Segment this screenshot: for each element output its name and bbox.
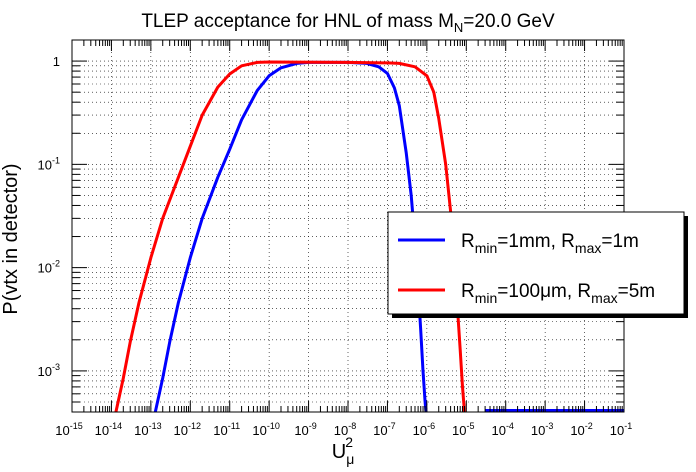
legend-text: R [461, 231, 475, 252]
legend-text: =1m [601, 231, 639, 252]
legend-label-1: Rmin=1mm, Rmax=1m [461, 231, 639, 256]
x-tick-base: 10 [294, 423, 308, 438]
legend-shadow-bottom [392, 314, 688, 318]
legend-subscript: min [475, 290, 498, 306]
x-tick-exponent: -8 [348, 421, 356, 431]
y-tick-label: 10-3 [38, 362, 60, 379]
x-tick-label: 10-12 [174, 421, 201, 438]
x-tick-base: 10 [95, 423, 109, 438]
legend-text: R [461, 281, 475, 302]
x-tick-label: 10-1 [610, 421, 632, 438]
x-tick-exponent: -7 [388, 421, 396, 431]
y-tick-exponent: -1 [52, 155, 60, 165]
x-tick-base: 10 [252, 423, 266, 438]
y-tick-exponent: -3 [52, 362, 60, 372]
legend-label-2: Rmin=100μm, Rmax=5m [461, 281, 655, 306]
legend-subscript: max [575, 240, 601, 256]
legend-text: =1mm, R [497, 231, 575, 252]
x-tick-base: 10 [610, 423, 624, 438]
y-tick-label: 1 [53, 54, 60, 69]
x-axis-label-subscript: μ [346, 451, 354, 467]
x-tick-exponent: -13 [149, 421, 162, 431]
y-tick-label: 10-2 [38, 259, 60, 276]
y-tick-exponent: -2 [52, 259, 60, 269]
y-tick-label: 10-1 [38, 155, 60, 172]
x-tick-exponent: -12 [188, 421, 201, 431]
chart-title: TLEP acceptance for HNL of mass MN=20.0 … [141, 11, 555, 35]
chart-title-subscript: N [454, 20, 463, 35]
y-axis-label: P(vtx in detector) [0, 163, 22, 314]
x-tick-label: 10-10 [252, 421, 279, 438]
x-tick-base: 10 [373, 423, 387, 438]
x-tick-base: 10 [55, 423, 69, 438]
x-tick-exponent: -11 [228, 421, 240, 431]
x-tick-exponent: -3 [545, 421, 553, 431]
x-tick-exponent: -9 [309, 421, 317, 431]
x-tick-exponent: -15 [70, 421, 83, 431]
x-axis-label-main: U [332, 441, 346, 463]
x-tick-exponent: -4 [506, 421, 514, 431]
x-tick-exponent: -5 [467, 421, 475, 431]
x-tick-exponent: -6 [427, 421, 435, 431]
legend-subscript: min [475, 240, 498, 256]
x-tick-label: 10-4 [491, 421, 513, 438]
x-tick-base: 10 [174, 423, 188, 438]
x-tick-label: 10-2 [570, 421, 592, 438]
x-tick-label: 10-8 [334, 421, 356, 438]
y-tick-base: 10 [38, 157, 52, 172]
x-tick-exponent: -10 [267, 421, 280, 431]
x-tick-base: 10 [452, 423, 466, 438]
x-tick-label: 10-3 [531, 421, 553, 438]
y-tick-labels: 110-110-210-3 [38, 54, 60, 379]
x-tick-base: 10 [531, 423, 545, 438]
x-tick-label: 10-11 [213, 421, 240, 438]
axis-ticks [71, 40, 625, 412]
y-tick-base: 10 [38, 364, 52, 379]
x-tick-label: 10-14 [95, 421, 122, 438]
x-tick-label: 10-7 [373, 421, 395, 438]
x-tick-label: 10-9 [294, 421, 316, 438]
legend-box [387, 211, 685, 315]
x-tick-exponent: -2 [585, 421, 593, 431]
chart-title-suffix: =20.0 GeV [463, 11, 555, 32]
x-tick-labels: 10-15 10-14 10-13 10-12 10-11 10-10 10-9 10-8 10… [55, 421, 632, 438]
x-tick-label: 10-15 [55, 421, 82, 438]
x-tick-base: 10 [491, 423, 505, 438]
x-tick-base: 10 [213, 423, 227, 438]
legend-text: =100μm, R [497, 281, 591, 302]
x-tick-label: 10-6 [413, 421, 435, 438]
x-tick-base: 10 [134, 423, 148, 438]
x-tick-exponent: -1 [624, 421, 632, 431]
x-tick-base: 10 [334, 423, 348, 438]
x-tick-base: 10 [570, 423, 584, 438]
x-tick-label: 10-5 [452, 421, 474, 438]
x-tick-label: 10-13 [134, 421, 161, 438]
x-tick-exponent: -14 [109, 421, 122, 431]
x-axis-label-superscript: 2 [345, 434, 353, 450]
x-tick-base: 10 [413, 423, 427, 438]
x-axis-label: Uμ2 [332, 434, 355, 467]
legend-subscript: max [591, 290, 617, 306]
legend-shadow-right [684, 216, 688, 318]
y-tick-base: 10 [38, 261, 52, 276]
y-tick-base: 1 [53, 54, 60, 69]
chart-title-main: TLEP acceptance for HNL of mass M [141, 11, 454, 32]
legend-text: =5m [618, 281, 656, 302]
